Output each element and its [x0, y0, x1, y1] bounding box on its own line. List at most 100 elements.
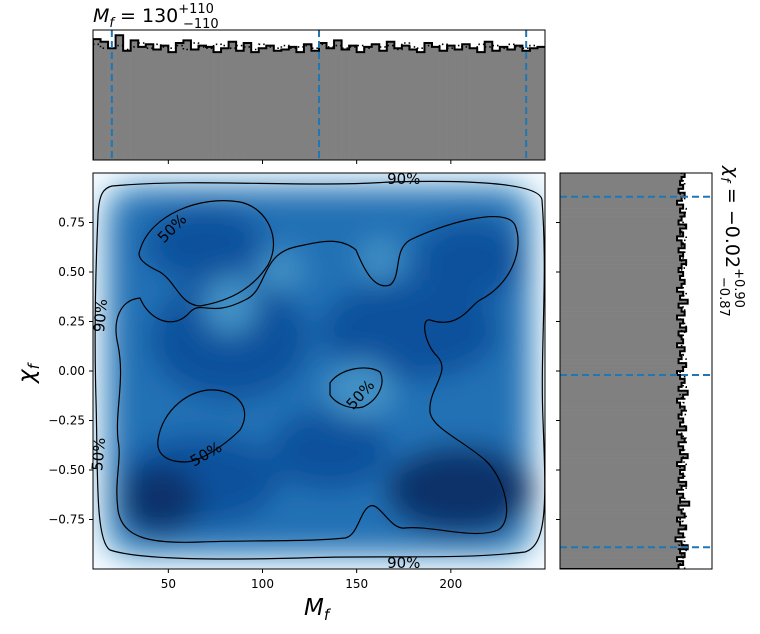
spin-hist-bar: [560, 359, 679, 364]
density-fill: [103, 183, 535, 559]
mass-hist-bar: [296, 52, 305, 160]
spin-hist-bar: [560, 497, 681, 502]
contour-label-text: 50%: [88, 437, 109, 472]
mass-hist-bar: [273, 50, 282, 160]
spin-hist-bar: [560, 458, 682, 463]
spin-hist-bar: [560, 268, 679, 273]
mass-hist-bar: [236, 50, 244, 160]
spin-hist-bar: [560, 509, 682, 514]
spin-hist-bar: [560, 283, 682, 289]
spin-hist-bar: [560, 489, 678, 495]
mass-hist-bar: [484, 41, 493, 160]
y-tick-label: 0.75: [58, 216, 85, 230]
spin-title: χf = −0.02+0.90−0.87: [716, 165, 746, 317]
mass-hist-bar: [529, 48, 538, 160]
spin-hist-bar: [560, 363, 687, 368]
contour-label-text: 90%: [387, 170, 420, 188]
mass-hist-bar: [251, 52, 260, 160]
spin-hist-bar: [560, 327, 687, 332]
spin-hist-bar: [560, 549, 681, 554]
spin-hist-bar: [560, 426, 687, 431]
spin-hist-bar: [560, 505, 679, 510]
contour-50-mid-left: [157, 389, 246, 463]
spin-hist-bar: [560, 275, 681, 281]
spin-hist-bar: [560, 236, 678, 241]
mass-hist-bar: [432, 46, 440, 160]
spin-hist-bar: [560, 545, 688, 550]
spin-hist-bar: [560, 565, 679, 569]
spin-hist-bar: [560, 470, 681, 475]
spin-hist-bar: [560, 438, 685, 443]
mass-hist-bar: [319, 43, 327, 160]
spin-hist-bar: [560, 232, 684, 237]
mass-hist-bar: [258, 48, 267, 160]
contour-50-upper-left: [138, 200, 275, 307]
mass-hist-bar: [100, 41, 109, 160]
spin-hist-bar: [560, 501, 690, 506]
spin-hist-bar: [560, 525, 687, 530]
mass-hist-bar: [349, 45, 357, 160]
contour-50-center: [329, 367, 383, 409]
spin-hist-bar: [560, 402, 681, 407]
mass-hist-bar: [477, 52, 486, 160]
mass-hist-bar: [266, 45, 275, 160]
spin-hist-bar: [560, 260, 687, 265]
mass-hist-bar: [123, 50, 131, 160]
contour-label-text: 90%: [387, 554, 420, 572]
mass-hist-bar: [183, 40, 192, 160]
y-tick-label: 0.00: [58, 364, 85, 378]
mass-hist-bar: [326, 48, 335, 160]
spin-hist-bar: [560, 473, 684, 479]
spin-hist-bar: [560, 434, 682, 439]
mass-hist-bar: [221, 48, 229, 160]
spin-hist-bar: [560, 422, 681, 427]
spin-hist-bar: [560, 382, 682, 388]
contour-50-outer: [115, 216, 519, 543]
contour-label: 90%: [387, 554, 420, 572]
spin-hist-bar: [560, 521, 681, 526]
mass-hist-bar: [371, 44, 380, 160]
spin-hist-bar: [560, 454, 688, 459]
spin-hist-bar: [560, 200, 678, 205]
spin-hist-bar: [560, 394, 684, 400]
spin-hist-bar: [560, 553, 685, 558]
spin-hist-bar: [560, 335, 682, 340]
spin-hist-bar: [560, 466, 685, 471]
mass-hist-bar: [469, 48, 478, 160]
spin-hist-bar: [560, 331, 679, 336]
mass-hist-bar: [138, 46, 147, 160]
spin-hist-bar: [560, 537, 676, 542]
spin-hist-bar: [560, 406, 685, 411]
mass-hist-bar: [334, 40, 342, 160]
spin-hist-bar: [560, 307, 682, 312]
spin-hist-bar: [560, 256, 681, 261]
spin-hist-bar: [560, 311, 685, 316]
mass-hist-bar: [243, 43, 252, 160]
spin-hist-bar: [560, 561, 684, 566]
spin-hist-bar: [560, 557, 678, 562]
mass-hist-bar: [492, 50, 501, 160]
spin-hist-bar: [560, 378, 685, 384]
spin-hist-bar: [560, 224, 687, 229]
spin-hist-bar: [560, 176, 682, 182]
mass-title: Mf = 130+110 −110: [93, 2, 219, 32]
mass-hist-step: [93, 34, 545, 160]
mass-hist-bar: [364, 46, 373, 160]
x-axis-label: Mf: [304, 595, 332, 624]
mass-hist-bar: [213, 52, 222, 160]
spin-hist-bar: [560, 319, 684, 324]
contour-label-text: 90%: [90, 298, 111, 333]
mass-hist-bar: [115, 35, 124, 160]
spin-hist-bar: [560, 493, 684, 499]
mass-hist-bar: [424, 43, 433, 160]
x-tick-label: 50: [161, 577, 176, 591]
spin-hist-bar: [560, 450, 681, 455]
spin-hist-bar: [560, 485, 682, 491]
mass-hist-bar: [356, 52, 365, 160]
spin-hist-bar: [560, 481, 687, 487]
x-tick-label: 100: [251, 577, 274, 591]
contour-lines: [94, 180, 545, 560]
mass-hist-bar: [514, 45, 523, 160]
spin-hist-bar: [560, 184, 684, 190]
mass-hist-bar: [454, 49, 463, 160]
